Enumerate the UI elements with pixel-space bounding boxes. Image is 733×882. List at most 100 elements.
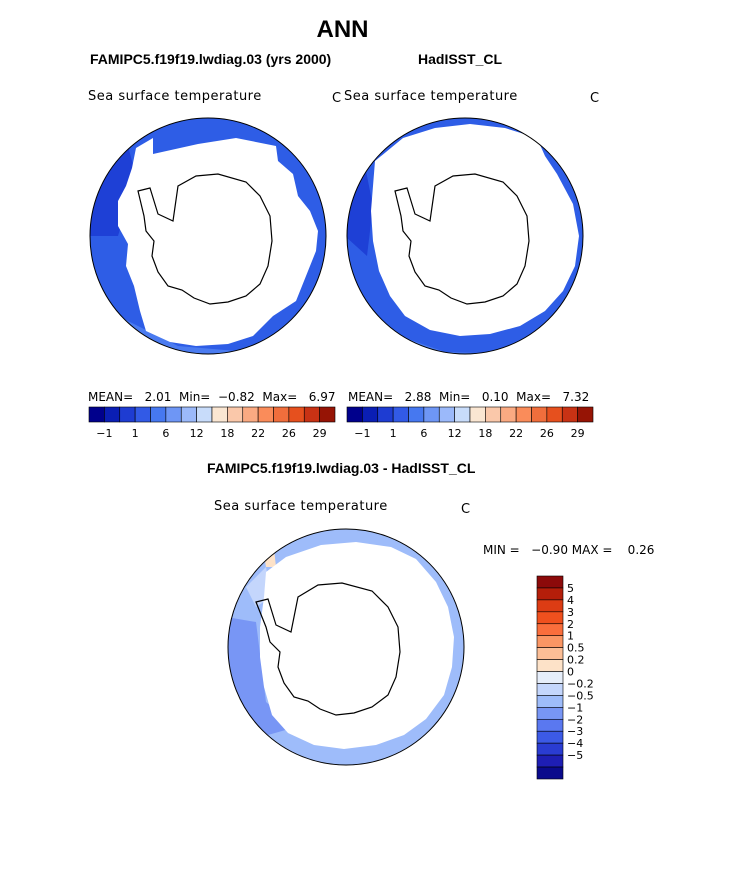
sea-ice-mask — [118, 138, 318, 346]
diff-colorbar-tick-label: 0.2 — [567, 654, 585, 667]
antarctica-coastline — [255, 582, 401, 716]
panel-1-colorbar-swatch — [88, 406, 105, 423]
panel-2-colorbar-swatch — [438, 406, 455, 423]
panel-2-colorbar-swatch — [577, 406, 594, 423]
diff-colorbar-tick-label: −0.5 — [567, 689, 594, 702]
panel-1-unit-label: C — [332, 91, 342, 106]
diff-colorbar-swatch — [536, 683, 564, 696]
panel-1-stats: MEAN= 2.01 Min= −0.82 Max= 6.97 — [88, 390, 336, 404]
panel-1-colorbar-tick-label: 26 — [282, 427, 296, 440]
panel-2-colorbar-tick-label: 12 — [448, 427, 462, 440]
panel-1-colorbar-swatch — [165, 406, 182, 423]
diff-colorbar-tick-label: −5 — [567, 749, 583, 762]
panel-1-colorbar-swatch — [196, 406, 213, 423]
panel-2-colorbar-swatch — [377, 406, 394, 423]
diff-colorbar-tick-label: −4 — [567, 737, 583, 750]
diff-minmax: MIN = −0.90 MAX = 0.26 — [483, 543, 655, 557]
panel-2-colorbar-swatch — [423, 406, 440, 423]
panel-2-colorbar-tick-label: 18 — [478, 427, 492, 440]
diff-colorbar-tick-label: 0.5 — [567, 642, 585, 655]
panel-1-colorbar-swatch — [134, 406, 151, 423]
panel-1-colorbar-swatch — [303, 406, 320, 423]
panel-2-colorbar-swatch — [392, 406, 409, 423]
diff-colorbar-tick-label: −3 — [567, 725, 583, 738]
panel-1-colorbar-tick-label: 1 — [132, 427, 139, 440]
panel-2-colorbar-tick-label: 6 — [420, 427, 427, 440]
panel-2-polar-map — [346, 117, 584, 355]
map-border — [227, 528, 465, 766]
figure-title: ANN — [316, 16, 369, 43]
antarctica-coastline — [137, 173, 273, 305]
panel-2-title: HadISST_CL — [418, 51, 503, 67]
diff-polar-map — [227, 528, 465, 766]
diff-colorbar-swatch — [536, 754, 564, 768]
cold-band — [347, 166, 373, 256]
panel-1-colorbar-swatch — [119, 406, 136, 423]
panel-2-stats: MEAN= 2.88 Min= 0.10 Max= 7.32 — [348, 390, 590, 404]
diff-colorbar-tick-label: 5 — [567, 582, 574, 595]
positive-anomaly — [264, 549, 276, 567]
panel-1-colorbar: −1 1 6 12 18 22 26 29 — [88, 406, 336, 440]
diff-colorbar-tick-label: 3 — [567, 606, 574, 619]
panel-1-colorbar-swatch — [288, 406, 305, 423]
panel-1-colorbar-tick-label: −1 — [96, 427, 112, 440]
panel-2-colorbar-swatch — [408, 406, 425, 423]
diff-colorbar-swatch — [536, 718, 564, 732]
panel-2-colorbar-swatch — [531, 406, 548, 423]
panel-1-title: FAMIPC5.f19f19.lwdiag.03 (yrs 2000) — [90, 51, 332, 67]
panel-1-colorbar-tick-label: 22 — [251, 427, 265, 440]
panel-2-colorbar-swatch — [469, 406, 486, 423]
diff-colorbar-tick-label: 4 — [567, 594, 574, 607]
diff-colorbar-tick-label: −2 — [567, 713, 583, 726]
panel-2-colorbar-swatch — [500, 406, 517, 423]
panel-1-colorbar-swatch — [211, 406, 228, 423]
diff-colorbar-swatch — [536, 695, 564, 708]
sea-ice-mask — [260, 542, 454, 749]
diff-colorbar-swatch — [536, 671, 564, 684]
diff-colorbar-swatch — [536, 730, 564, 744]
panel-1-colorbar-tick-label: 29 — [313, 427, 327, 440]
map-border — [89, 117, 327, 355]
diff-colorbar-tick-label: 1 — [567, 630, 574, 643]
diff-colorbar-swatch — [536, 599, 564, 613]
panel-2-colorbar-tick-label: 1 — [390, 427, 397, 440]
panel-1-colorbar-swatch — [242, 406, 259, 423]
panel-2-colorbar-swatch — [515, 406, 532, 423]
antarctica-coastline — [394, 173, 530, 305]
panel-2-colorbar-swatch — [454, 406, 471, 423]
panel-1-polar-map — [89, 117, 327, 355]
panel-2-variable-label: Sea surface temperature — [344, 89, 518, 104]
diff-colorbar-swatch — [536, 766, 564, 780]
panel-1-colorbar-swatch — [273, 406, 290, 423]
panel-1-colorbar-swatch — [227, 406, 244, 423]
panel-2-colorbar-swatch — [485, 406, 502, 423]
diff-colorbar-swatch — [536, 635, 564, 648]
diff-colorbar-swatch — [536, 587, 564, 601]
panel-2-colorbar-tick-label: 29 — [571, 427, 585, 440]
panel-2-colorbar-swatch — [346, 406, 363, 423]
diff-colorbar-tick-label: −0.2 — [567, 677, 594, 690]
diff-unit-label: C — [461, 502, 471, 517]
panel-1-colorbar-tick-label: 12 — [190, 427, 204, 440]
diff-colorbar-tick-label: 2 — [567, 618, 574, 631]
panel-2-colorbar-tick-label: 22 — [509, 427, 523, 440]
panel-2-unit-label: C — [590, 91, 600, 106]
panel-1-colorbar-swatch — [180, 406, 197, 423]
panel-1-colorbar-tick-label: 18 — [220, 427, 234, 440]
diff-colorbar-swatch — [536, 623, 564, 637]
panel-2-colorbar-swatch — [561, 406, 578, 423]
panel-2-colorbar-swatch — [362, 406, 379, 423]
diff-colorbar-swatch — [536, 707, 564, 720]
panel-2-colorbar-tick-label: −1 — [354, 427, 370, 440]
diff-colorbar-swatch — [536, 575, 564, 589]
diff-colorbar-tick-label: 0 — [567, 666, 574, 679]
panel-1-colorbar-swatch — [150, 406, 167, 423]
panel-1-colorbar-swatch — [104, 406, 121, 423]
panel-1-colorbar-swatch — [319, 406, 336, 423]
diff-variable-label: Sea surface temperature — [214, 499, 388, 514]
panel-2-colorbar: −1 1 6 12 18 22 26 29 — [346, 406, 594, 440]
panel-1-variable-label: Sea surface temperature — [88, 89, 262, 104]
panel-1-colorbar-tick-label: 6 — [162, 427, 169, 440]
panel-2-colorbar-tick-label: 26 — [540, 427, 554, 440]
